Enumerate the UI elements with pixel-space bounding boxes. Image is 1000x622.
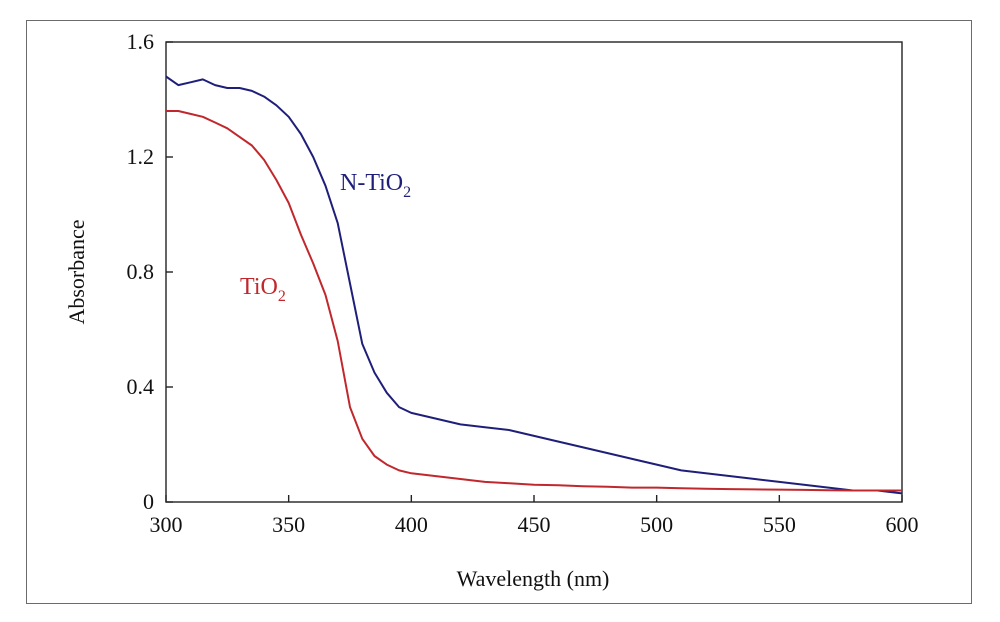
x-tick-label: 500: [640, 512, 673, 537]
y-tick-label: 0.4: [127, 374, 155, 399]
y-tick-label: 0: [143, 489, 154, 514]
x-tick-label: 450: [518, 512, 551, 537]
figure-frame: [26, 20, 972, 604]
x-tick-label: 550: [763, 512, 796, 537]
y-tick-label: 1.6: [127, 29, 155, 54]
series-line-n-tio2: [165, 75, 903, 495]
series-label-tio2: TiO2: [240, 274, 286, 305]
series-label-n-tio2: N-TiO2: [340, 170, 411, 201]
x-axis-title: Wavelength (nm): [457, 566, 610, 591]
series-line-tio2: [166, 110, 902, 492]
y-axis-title: Absorbance: [64, 219, 89, 324]
y-tick-label: 1.2: [127, 144, 155, 169]
plot-border: [165, 41, 903, 503]
x-tick-label: 350: [272, 512, 305, 537]
x-tick-label: 300: [150, 512, 183, 537]
x-tick-label: 400: [395, 512, 428, 537]
y-tick-label: 0.8: [127, 259, 155, 284]
x-tick-label: 600: [886, 512, 919, 537]
